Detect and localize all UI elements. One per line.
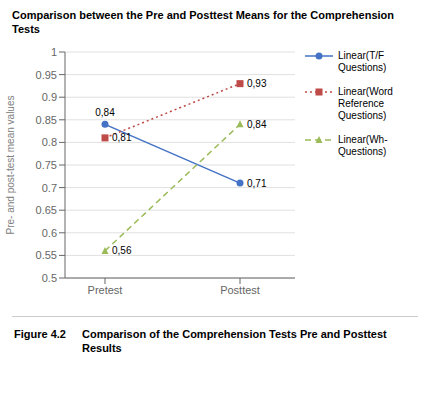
svg-text:Pretest: Pretest bbox=[88, 284, 123, 296]
html-text:Comparison between the Pre and: Comparison between the Pre and Posttest … bbox=[12, 9, 394, 35]
svg-text:0.5: 0.5 bbox=[42, 272, 57, 284]
svg-text:0,56: 0,56 bbox=[112, 245, 132, 256]
svg-text:0,93: 0,93 bbox=[247, 78, 267, 89]
svg-text:0.9: 0.9 bbox=[42, 91, 57, 103]
svg-text:0.8: 0.8 bbox=[42, 136, 57, 148]
svg-text:0.55: 0.55 bbox=[36, 249, 57, 261]
svg-text:0.65: 0.65 bbox=[36, 204, 57, 216]
svg-text:0.6: 0.6 bbox=[42, 227, 57, 239]
svg-text:0.7: 0.7 bbox=[42, 182, 57, 194]
svg-text:0.85: 0.85 bbox=[36, 114, 57, 126]
html-text:Linear(Wh- Questions): Linear(Wh- Questions) bbox=[338, 134, 388, 157]
svg-text:Pre- and post-test mean values: Pre- and post-test mean values bbox=[8, 96, 16, 235]
html-text:Figure 4.2: Figure 4.2 bbox=[14, 328, 66, 340]
svg-text:0.95: 0.95 bbox=[36, 69, 57, 81]
svg-text:0.75: 0.75 bbox=[36, 159, 57, 171]
svg-text:0,81: 0,81 bbox=[112, 132, 132, 143]
html-text:Linear(T/F Questions): Linear(T/F Questions) bbox=[338, 50, 387, 73]
svg-text:0,71: 0,71 bbox=[247, 178, 267, 189]
svg-text:1: 1 bbox=[51, 46, 57, 58]
html-text:Linear(Word Reference Question: Linear(Word Reference Questions) bbox=[338, 86, 393, 121]
svg-text:Posttest: Posttest bbox=[220, 284, 260, 296]
html-text:Comparison of the Comprehensio: Comparison of the Comprehension Tests Pr… bbox=[82, 328, 387, 354]
svg-text:0,84: 0,84 bbox=[247, 119, 267, 130]
svg-text:0,84: 0,84 bbox=[95, 107, 115, 118]
